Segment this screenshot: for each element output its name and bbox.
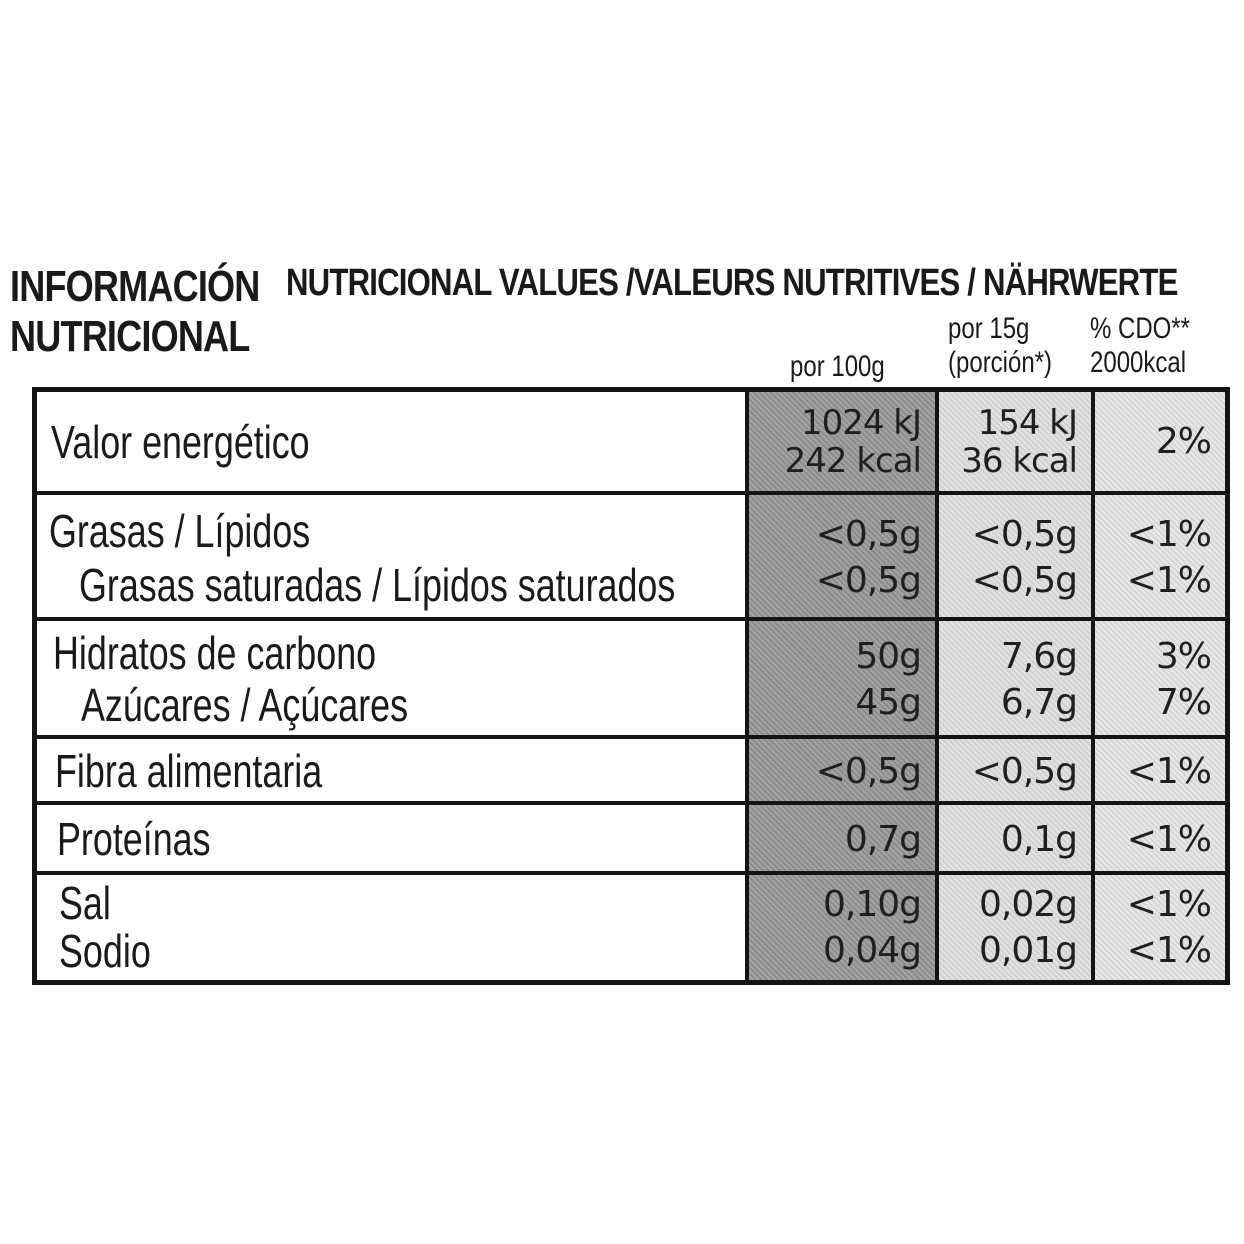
cdo-cell: <1% <1%	[1091, 875, 1225, 980]
value: 45g	[855, 682, 922, 723]
value: <0,5g	[971, 514, 1078, 555]
value: 0,1g	[1000, 819, 1078, 860]
label-cell: Proteínas	[37, 805, 745, 875]
portion-cell: <0,5g <0,5g	[935, 495, 1091, 621]
label-cell: Grasas / Lípidos Grasas saturadas / Lípi…	[37, 495, 745, 621]
table-row-energy: Valor energético 1024 kJ 242 kcal 154 kJ…	[37, 392, 1225, 491]
table-row-fats: Grasas / Lípidos Grasas saturadas / Lípi…	[37, 491, 1225, 621]
value: 1024 kJ	[800, 402, 922, 443]
per100-cell: <0,5g	[745, 739, 935, 805]
row-label: Proteínas	[57, 813, 211, 865]
value: 242 kcal	[784, 440, 922, 481]
value: <0,5g	[971, 560, 1078, 601]
per100-cell: 50g 45g	[745, 621, 935, 739]
value: 0,01g	[978, 929, 1078, 971]
row-label: Sodio	[59, 925, 151, 977]
value: <0,5g	[815, 560, 922, 601]
cdo-cell: <1% <1%	[1091, 495, 1225, 621]
table-row-protein: Proteínas 0,7g 0,1g <1%	[37, 801, 1225, 875]
table-row-carbs: Hidratos de carbono Azúcares / Açúcares …	[37, 617, 1225, 739]
per100-cell: 0,7g	[745, 805, 935, 875]
portion-cell: 7,6g 6,7g	[935, 621, 1091, 739]
row-label: Grasas / Lípidos	[49, 505, 311, 557]
cdo-cell: 2%	[1091, 392, 1225, 491]
value: 3%	[1155, 636, 1212, 677]
portion-cell: 0,1g	[935, 805, 1091, 875]
row-sublabel: Azúcares / Açúcares	[81, 679, 409, 731]
value: <0,5g	[815, 514, 922, 555]
title-line1: INFORMACIÓN	[10, 262, 260, 311]
col-header-portion-line1: por 15g	[948, 312, 1030, 345]
value: 2%	[1155, 420, 1212, 462]
title-es: INFORMACIÓN NUTRICIONAL	[10, 262, 260, 362]
value: 0,10g	[822, 883, 922, 925]
col-header-cdo-line2: 2000kcal	[1090, 346, 1187, 379]
cdo-cell: 3% 7%	[1091, 621, 1225, 739]
table-row-fiber: Fibra alimentaria <0,5g <0,5g <1%	[37, 735, 1225, 805]
value: 50g	[855, 636, 922, 677]
title-line2: NUTRICIONAL	[10, 312, 250, 361]
row-label: Fibra alimentaria	[55, 745, 323, 797]
row-label: Sal	[59, 877, 111, 929]
title-translations: NUTRICIONAL VALUES /VALEURS NUTRITIVES /…	[286, 262, 1178, 304]
col-header-cdo-line1: % CDO**	[1090, 312, 1191, 345]
value: <1%	[1126, 560, 1212, 601]
portion-cell: <0,5g	[935, 739, 1091, 805]
per100-cell: 1024 kJ 242 kcal	[745, 392, 935, 491]
value: <1%	[1126, 514, 1212, 555]
value: 7%	[1155, 682, 1212, 723]
col-header-per100: por 100g	[790, 350, 885, 383]
value: 0,7g	[844, 819, 922, 860]
row-sublabel: Grasas saturadas / Lípidos saturados	[79, 559, 676, 611]
table-row-salt: Sal Sodio 0,10g 0,04g 0,02g 0,01g <1% <1…	[37, 871, 1225, 980]
col-header-portion-line2: (porción*)	[948, 346, 1053, 379]
row-label: Hidratos de carbono	[53, 627, 377, 679]
value: 0,04g	[822, 929, 922, 971]
per100-cell: <0,5g <0,5g	[745, 495, 935, 621]
cdo-cell: <1%	[1091, 805, 1225, 875]
per100-cell: 0,10g 0,04g	[745, 875, 935, 980]
nutrition-table: Valor energético 1024 kJ 242 kcal 154 kJ…	[32, 387, 1230, 985]
portion-cell: 0,02g 0,01g	[935, 875, 1091, 980]
value: 36 kcal	[961, 440, 1078, 481]
value: 154 kJ	[977, 402, 1078, 443]
value: <1%	[1126, 819, 1212, 860]
portion-cell: 154 kJ 36 kcal	[935, 392, 1091, 491]
value: <1%	[1126, 929, 1212, 971]
value: <0,5g	[815, 751, 922, 792]
value: <1%	[1126, 751, 1212, 792]
value: 0,02g	[978, 883, 1078, 925]
label-cell: Fibra alimentaria	[37, 739, 745, 805]
label-cell: Sal Sodio	[37, 875, 745, 980]
value: <0,5g	[971, 751, 1078, 792]
cdo-cell: <1%	[1091, 739, 1225, 805]
label-cell: Hidratos de carbono Azúcares / Açúcares	[37, 621, 745, 739]
row-label: Valor energético	[51, 416, 310, 468]
value: 7,6g	[1000, 636, 1078, 677]
label-cell: Valor energético	[37, 392, 745, 491]
value: <1%	[1126, 883, 1212, 925]
value: 6,7g	[1000, 682, 1078, 723]
